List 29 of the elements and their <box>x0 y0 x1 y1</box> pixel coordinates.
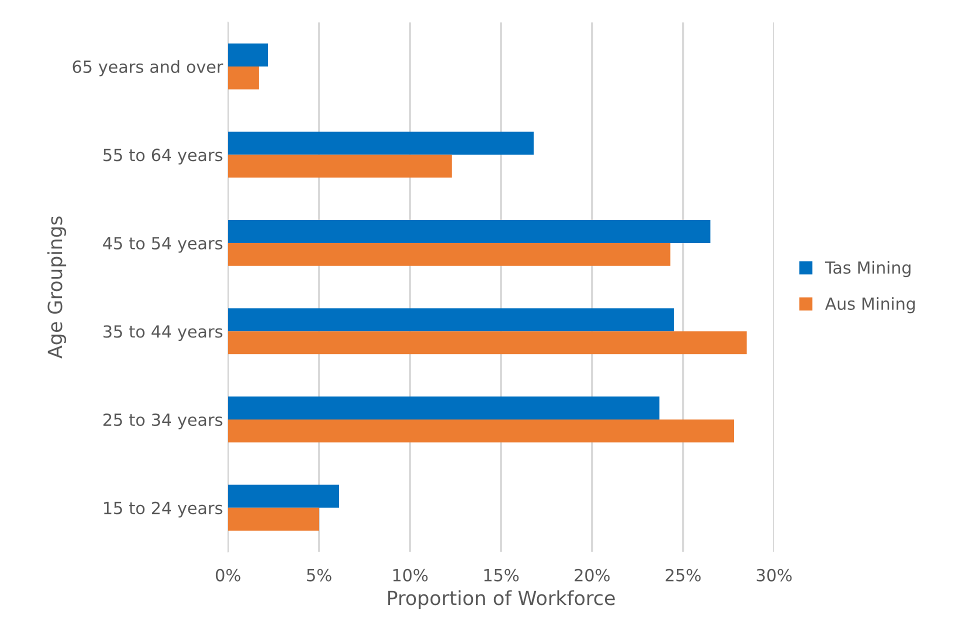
y-tick-label: 55 to 64 years <box>104 148 222 165</box>
bar <box>228 419 734 442</box>
bar <box>228 508 320 531</box>
x-tick-label: 25% <box>666 568 701 582</box>
y-tick-label: 45 to 54 years <box>103 237 222 253</box>
bar <box>228 44 268 66</box>
x-tick-label: 15% <box>484 568 519 582</box>
bar <box>228 308 674 332</box>
bar <box>228 66 259 90</box>
x-tick-label: 20% <box>574 568 610 582</box>
y-tick-label: 35 to 44 years <box>104 325 222 342</box>
bar <box>228 484 340 508</box>
x-tick-label: 30% <box>756 568 792 582</box>
y-tick-label: 65 years and over <box>72 60 224 76</box>
x-tick-label: 10% <box>393 568 428 582</box>
x-tick-label: 5% <box>307 568 332 582</box>
legend-label: Aus Mining <box>825 297 915 314</box>
y-tick-label: 15 to 24 years <box>104 502 222 518</box>
y-tick-label: 25 to 34 years <box>103 413 222 430</box>
bar <box>228 132 534 155</box>
bar <box>228 154 452 178</box>
bar <box>228 220 710 243</box>
x-tick-label: 0% <box>216 568 240 582</box>
legend-label: Tas Mining <box>824 260 910 278</box>
x-axis-title: Proportion of Workforce <box>388 590 615 610</box>
bar <box>228 242 670 266</box>
y-axis-title: Age Groupings <box>47 216 66 359</box>
bar <box>228 396 660 420</box>
bar <box>228 331 747 354</box>
